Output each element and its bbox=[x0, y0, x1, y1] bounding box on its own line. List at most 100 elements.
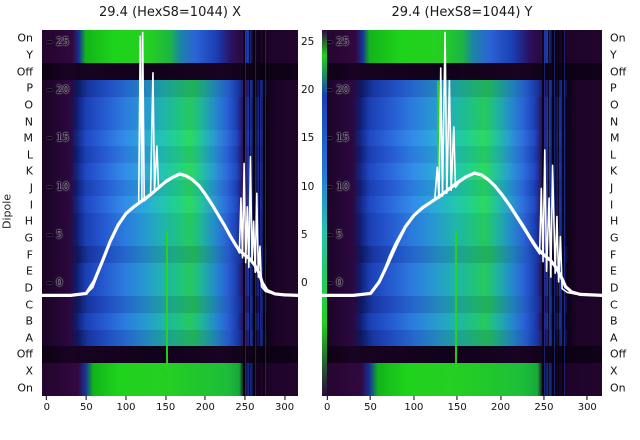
value-tick-inner-0: 0 bbox=[327, 277, 343, 289]
value-tick-inner-5: 5 bbox=[327, 229, 343, 241]
value-tick-inner-10: 10 bbox=[327, 181, 349, 193]
tick-mark bbox=[47, 137, 52, 140]
row-label-right-p-3: P bbox=[610, 81, 617, 95]
heatmap-row-o-4 bbox=[42, 96, 298, 114]
value-tick-inner-25: 25 bbox=[47, 36, 69, 48]
heatmap-row-a-18 bbox=[42, 329, 298, 347]
value-tick-inner-15: 15 bbox=[47, 132, 69, 144]
value-tick-label: 10 bbox=[56, 180, 70, 193]
x-tick-mark bbox=[204, 396, 206, 400]
row-label-left-a-18: A bbox=[25, 331, 33, 345]
heatmap-row-k-8 bbox=[322, 163, 602, 180]
row-label-left-n-5: N bbox=[24, 115, 33, 128]
heatmap-row-c-16 bbox=[322, 296, 602, 313]
heatmap-row-e-14 bbox=[322, 262, 602, 280]
x-tick-label: 0 bbox=[43, 402, 50, 413]
heatmap-plot-x: 25 20 15 10 5 0 bbox=[42, 30, 298, 396]
heatmap-row-on-21 bbox=[42, 379, 298, 396]
row-label-right-off-2: Off bbox=[610, 65, 627, 79]
x-tick-0: 0 bbox=[324, 396, 330, 413]
value-tick-inner-10: 10 bbox=[47, 181, 69, 193]
x-tick-50: 50 bbox=[364, 396, 377, 413]
row-label-left-y-1: Y bbox=[26, 48, 33, 62]
row-label-left-f-13: F bbox=[26, 248, 33, 262]
heatmap-row-k-8 bbox=[42, 163, 298, 180]
x-tick-250: 250 bbox=[235, 396, 254, 413]
plot-title-x: 29.4 (HexS8=1044) X bbox=[99, 5, 241, 20]
trace-spiky-trace bbox=[322, 32, 602, 295]
x-tick-label: 200 bbox=[195, 402, 215, 413]
heatmap-row-m-6 bbox=[322, 129, 602, 147]
row-label-right-f-13: F bbox=[610, 248, 617, 262]
x-tick-300: 300 bbox=[578, 396, 597, 413]
row-label-left-m-6: M bbox=[23, 131, 34, 145]
heatmap-row-h-11 bbox=[322, 213, 602, 230]
heatmap-row-l-7 bbox=[322, 146, 602, 164]
x-tick-200: 200 bbox=[196, 396, 215, 413]
trace-smooth-bundle bbox=[322, 173, 602, 295]
x-tick-0: 0 bbox=[44, 396, 50, 413]
x-tick-200: 200 bbox=[491, 396, 510, 413]
tick-mark bbox=[327, 89, 332, 92]
heatmap-row-j-9 bbox=[322, 179, 602, 197]
row-label-left-off-19: Off bbox=[16, 347, 33, 361]
heatmap-row-off-19 bbox=[42, 346, 298, 363]
heatmap-row-x-20 bbox=[322, 362, 602, 380]
value-tick-label: 5 bbox=[56, 228, 63, 241]
heatmap-row-h-11 bbox=[42, 213, 298, 230]
row-label-right-y-1: Y bbox=[610, 48, 617, 62]
tick-mark bbox=[47, 233, 52, 236]
x-tick-label: 300 bbox=[577, 402, 597, 413]
value-tick-label: 10 bbox=[336, 180, 350, 193]
value-tick-mid-0: 0 bbox=[301, 276, 308, 289]
x-tick-50: 50 bbox=[80, 396, 93, 413]
row-label-right-a-18: A bbox=[610, 331, 618, 345]
row-label-left-k-8: K bbox=[25, 164, 33, 178]
row-label-right-i-10: I bbox=[610, 198, 614, 212]
value-tick-label: 15 bbox=[336, 132, 350, 145]
tick-mark bbox=[327, 41, 332, 44]
x-tick-150: 150 bbox=[156, 396, 175, 413]
overlay-traces bbox=[42, 30, 298, 396]
x-tick-label: 0 bbox=[324, 402, 331, 413]
value-tick-inner-5: 5 bbox=[47, 229, 63, 241]
dark-stripe-band bbox=[242, 30, 266, 396]
row-label-right-l-7: L bbox=[610, 148, 617, 162]
row-label-left-c-16: C bbox=[25, 298, 33, 311]
row-label-right-on-21: On bbox=[610, 381, 626, 395]
row-label-left-l-7: L bbox=[26, 148, 33, 162]
heatmap-row-o-4 bbox=[322, 96, 602, 114]
row-label-left-on-0: On bbox=[17, 31, 33, 45]
heatmap-row-a-18 bbox=[322, 329, 602, 347]
heatmap-row-b-17 bbox=[322, 312, 602, 330]
row-label-right-d-15: D bbox=[610, 281, 619, 295]
row-label-left-on-21: On bbox=[17, 381, 33, 395]
tick-mark bbox=[327, 137, 332, 140]
trace-smooth-bundle bbox=[42, 174, 298, 295]
row-label-left-j-9: J bbox=[29, 181, 33, 195]
x-tick-label: 300 bbox=[274, 402, 295, 413]
tick-mark bbox=[327, 233, 332, 236]
row-label-left-off-2: Off bbox=[16, 65, 33, 79]
x-tick-mark bbox=[413, 396, 415, 400]
row-labels-left: On Y Off P O N M L K J I H G F E D C B A Off X On bbox=[0, 30, 38, 396]
tick-mark bbox=[47, 89, 52, 92]
heatmap-row-off-19 bbox=[322, 346, 602, 363]
row-label-right-on-0: On bbox=[610, 31, 626, 45]
row-label-right-h-11: H bbox=[610, 214, 619, 228]
row-label-right-e-14: E bbox=[610, 264, 617, 278]
plot-title-y: 29.4 (HexS8=1044) Y bbox=[391, 5, 533, 20]
heatmap-row-p-3 bbox=[322, 79, 602, 97]
left-edge-color-strip bbox=[322, 30, 327, 396]
heatmap-row-i-10 bbox=[42, 196, 298, 214]
x-tick-label: 250 bbox=[534, 402, 554, 413]
row-label-right-x-20: X bbox=[610, 364, 618, 378]
x-tick-150: 150 bbox=[448, 396, 467, 413]
x-tick-mark bbox=[500, 396, 502, 400]
x-tick-label: 250 bbox=[235, 402, 255, 413]
heatmap-row-c-16 bbox=[42, 296, 298, 313]
trace-spiky-trace bbox=[42, 32, 298, 295]
x-tick-mark bbox=[543, 396, 545, 400]
row-label-left-e-14: E bbox=[26, 264, 33, 278]
x-tick-label: 100 bbox=[116, 402, 136, 413]
